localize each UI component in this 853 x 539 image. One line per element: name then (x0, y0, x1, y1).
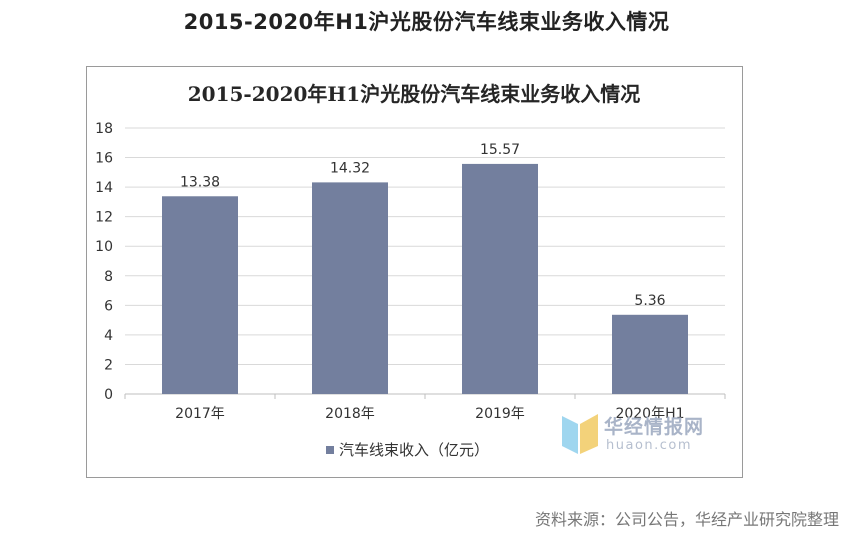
data-label: 14.32 (330, 160, 370, 176)
source-note: 资料来源：公司公告，华经产业研究院整理 (534, 510, 839, 529)
chart-title: 2015-2020年H1沪光股份汽车线束业务收入情况 (188, 82, 640, 106)
y-tick-label: 2 (104, 357, 113, 373)
y-tick-label: 6 (104, 298, 113, 314)
bar (312, 182, 388, 394)
y-tick-label: 0 (104, 387, 113, 403)
x-tick-label: 2018年 (325, 406, 375, 422)
legend-label: 汽车线束收入（亿元） (339, 441, 489, 459)
bar (612, 314, 688, 394)
bars (162, 163, 688, 394)
data-label: 15.57 (480, 142, 520, 158)
y-axis-ticks: 0 2 4 6 8 10 12 14 16 18 (95, 121, 113, 403)
y-tick-label: 18 (95, 121, 113, 137)
y-tick-label: 16 (95, 151, 113, 167)
x-tick-label: 2017年 (175, 406, 225, 422)
y-tick-label: 8 (104, 269, 113, 285)
page-title: 2015-2020年H1沪光股份汽车线束业务收入情况 (183, 10, 670, 34)
watermark-logo-icon (562, 414, 598, 454)
legend: 汽车线束收入（亿元） (326, 441, 489, 459)
y-tick-label: 14 (95, 180, 113, 196)
bar (462, 163, 538, 394)
data-label: 5.36 (634, 293, 665, 309)
data-labels: 13.38 14.32 15.57 5.36 (180, 142, 666, 309)
x-tick-label: 2020年H1 (615, 406, 684, 422)
y-tick-label: 12 (95, 210, 113, 226)
legend-swatch (326, 446, 334, 454)
bar (162, 196, 238, 394)
data-label: 13.38 (180, 174, 220, 190)
watermark: 华经情报网 huaon.com (560, 410, 735, 460)
y-tick-label: 4 (104, 328, 113, 344)
x-axis-ticks: 2017年 2018年 2019年 2020年H1 (124, 394, 726, 422)
y-tick-label: 10 (95, 239, 113, 255)
watermark-text: 华经情报网 (604, 416, 705, 438)
x-tick-label: 2019年 (475, 406, 525, 422)
watermark-domain: huaon.com (606, 438, 693, 453)
